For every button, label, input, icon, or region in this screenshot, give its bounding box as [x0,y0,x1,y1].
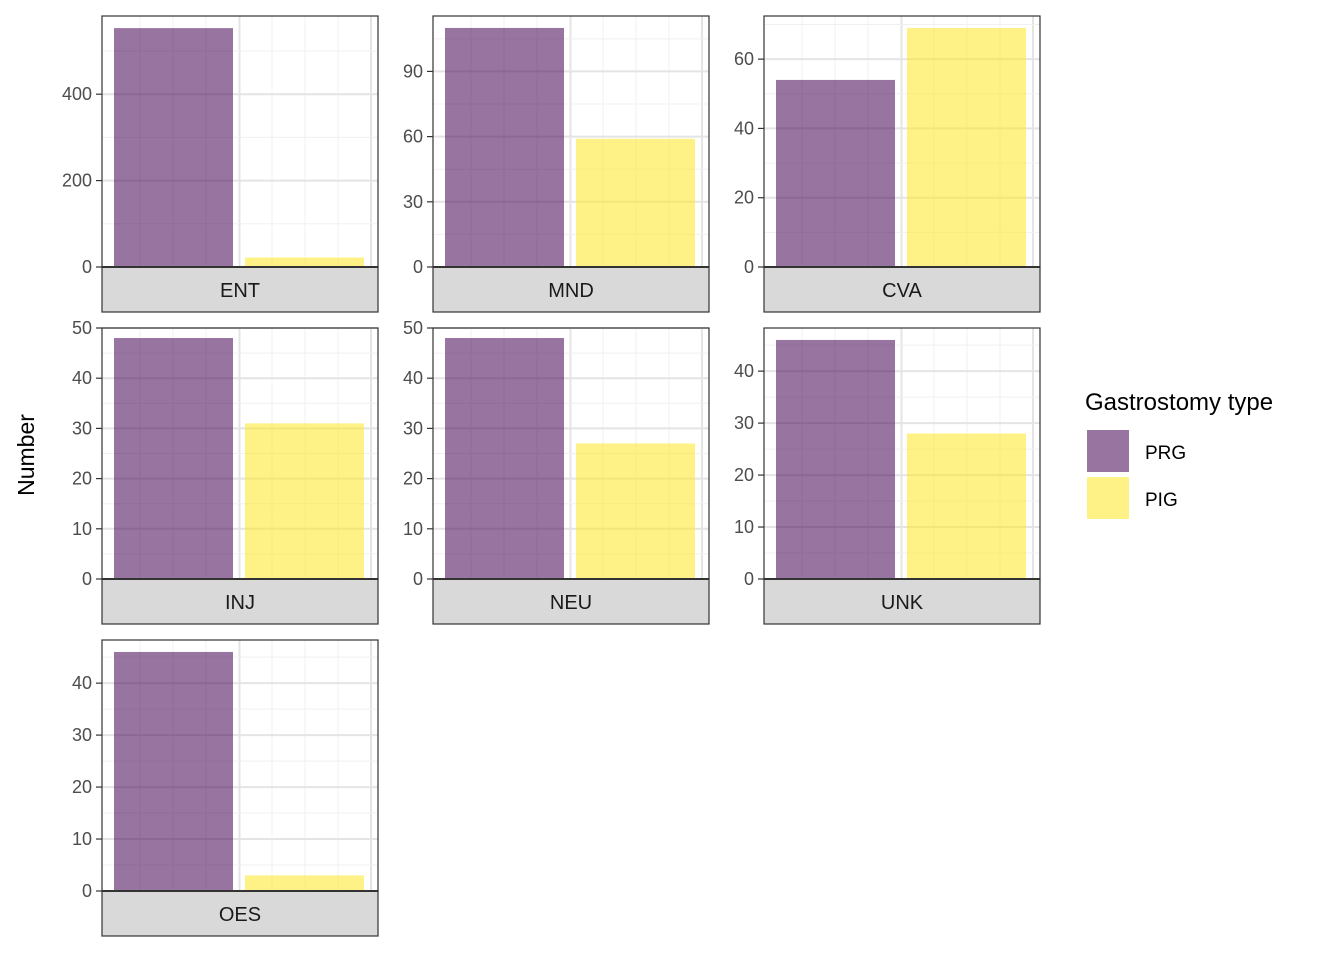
y-tick-label: 0 [82,257,92,277]
y-tick-label: 10 [72,519,92,539]
y-tick-label: 20 [734,188,754,208]
facet-panels: 0200400ENT0306090MND0204060CVA0102030405… [62,15,1041,937]
y-tick-label: 30 [72,418,92,438]
legend-entries: PRG PIG [1087,430,1186,519]
y-tick-label: 20 [72,777,92,797]
y-tick-label: 30 [403,418,423,438]
bar-inj-prg [114,338,233,579]
facet-panel-cva: 0 20 40 60 CVA [734,15,1041,313]
bar-oes-pig [245,875,364,891]
y-tick-label: 0 [744,257,754,277]
strip-label: INJ [225,592,255,614]
y-tick-label: 200 [62,171,92,191]
y-tick-label: 40 [72,368,92,388]
y-tick-label: 40 [403,368,423,388]
bar-cva-pig [907,27,1026,268]
y-tick-label: 0 [744,569,754,589]
bar-oes-prg [114,651,233,891]
y-tick-label: 60 [734,49,754,69]
y-tick-label: 40 [734,361,754,381]
legend-title: Gastrostomy type [1085,389,1273,416]
facet-panel-unk: 0 10 20 30 40 UNK [734,327,1041,625]
legend-label-pig: PIG [1145,490,1178,511]
legend-key-prg [1087,430,1129,472]
strip-label: NEU [550,592,592,614]
y-tick-label: 20 [72,469,92,489]
facet-panel-neu: 0 10 20 30 40 50 NEU [403,318,710,625]
bar-neu-pig [576,443,695,579]
y-tick-label: 20 [403,469,423,489]
y-tick-label: 10 [734,517,754,537]
strip-label: UNK [881,592,924,614]
legend-label-prg: PRG [1145,443,1186,464]
facet-panel-ent: 0 200 400 ENT [62,15,379,313]
y-tick-label: 20 [734,465,754,485]
y-tick-label: 10 [403,519,423,539]
strip-background [432,266,710,313]
bar-ent-prg [114,28,233,267]
bar-unk-prg [776,339,895,579]
y-tick-label: 40 [734,118,754,138]
strip-label: MND [548,280,594,302]
y-tick-label: 50 [72,318,92,338]
strip-background [101,890,379,937]
facet-panel-oes: 0 10 20 30 40 OES [72,639,379,937]
bar-mnd-prg [445,27,564,268]
bar-inj-pig [245,423,364,579]
y-tick-label: 50 [403,318,423,338]
strip-background [101,266,379,313]
bar-ent-pig [245,257,364,267]
y-tick-label: 30 [734,413,754,433]
strip-background [101,578,379,625]
y-tick-label: 30 [403,192,423,212]
strip-background [432,578,710,625]
facet-panel-inj: 0 10 20 30 40 50 INJ [72,318,379,625]
y-tick-label: 0 [413,569,423,589]
y-tick-label: 400 [62,84,92,104]
bar-mnd-pig [576,138,695,267]
y-tick-label: 10 [72,829,92,849]
y-tick-label: 30 [72,725,92,745]
strip-background [763,266,1041,313]
y-tick-label: 0 [413,257,423,277]
y-tick-label: 90 [403,61,423,81]
y-tick-label: 60 [403,127,423,147]
y-tick-label: 0 [82,881,92,901]
legend-key-pig [1087,477,1129,519]
y-axis-title: Number [13,414,39,496]
legend: Gastrostomy type PRG PIG [1085,389,1273,519]
strip-background [763,578,1041,625]
y-tick-label: 0 [82,569,92,589]
bar-neu-prg [445,338,564,579]
facet-panel-mnd: 0 30 60 90 MND [403,15,710,313]
y-tick-label: 40 [72,673,92,693]
strip-label: OES [219,904,261,926]
bar-unk-pig [907,433,1026,579]
strip-label: CVA [882,280,922,302]
strip-label: ENT [220,280,260,302]
bar-cva-prg [776,79,895,268]
